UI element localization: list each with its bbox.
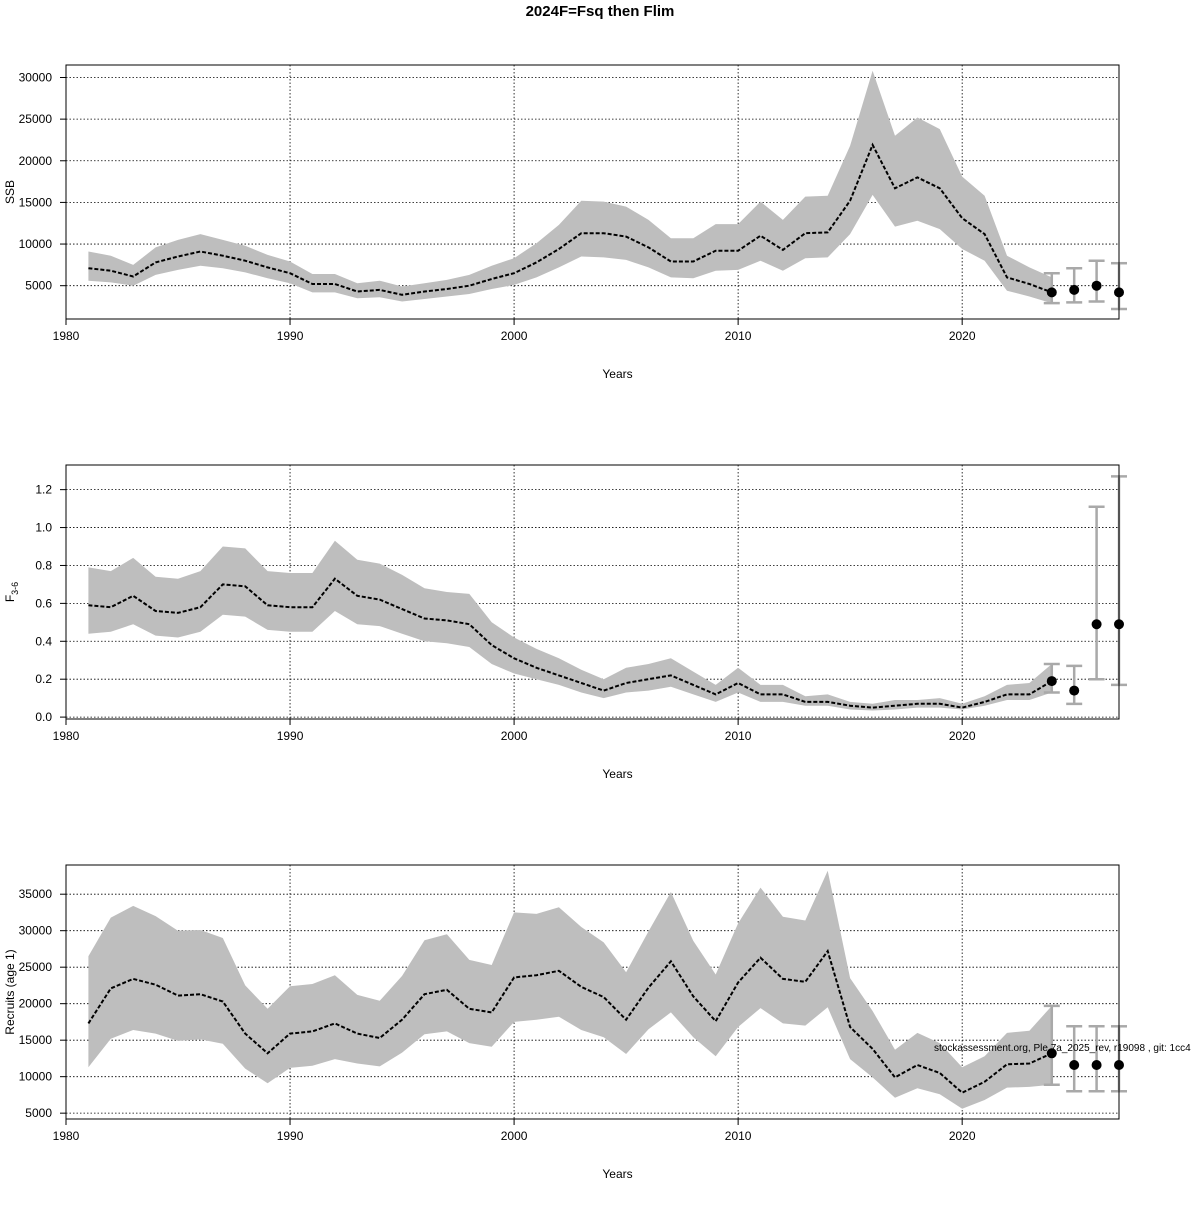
plot-frame [65,64,1120,320]
forecast-point [1046,287,1057,298]
y-tick-label: 35000 [19,887,53,901]
forecast-error-bar [1043,1004,1060,1086]
y-tick-label: 25000 [19,960,53,974]
y-tick-label: 0.0 [35,710,52,724]
x-tick-label: 2010 [725,729,752,743]
x-tick-label: 1990 [277,329,304,343]
forecast-point [1091,280,1102,291]
y-tick-label: 0.2 [35,672,52,686]
panel-1: 1980 1990 2000 2010 2020 5000 10000 15000 20000 2… [3,64,1127,381]
y-tick-label: 25000 [19,112,53,126]
estimate-line [87,948,1053,1094]
x-tick-label: 1990 [277,729,304,743]
y-tick-label: 15000 [19,195,53,209]
y-axis-label: F3-6 [3,582,20,602]
y-tick-label: 20000 [19,154,53,168]
panel-3: 1980 1990 2000 2010 2020 5000 10000 15000 20000 2… [3,864,1127,1181]
plot-frame [65,464,1120,720]
chart-title: 2024F=Fsq then Flim [526,3,675,20]
x-tick-label: 2010 [725,1129,752,1143]
y-tick-label: 20000 [19,997,53,1011]
estimate-line [88,577,1053,709]
y-tick-label: 15000 [19,1033,53,1047]
confidence-band [88,870,1052,1109]
y-tick-label: 1.2 [35,483,52,497]
x-tick-label: 2020 [949,729,976,743]
x-tick-label: 2000 [501,729,528,743]
y-tick-label: 10000 [19,1070,53,1084]
forecast-point [1069,284,1080,295]
x-tick-label: 2020 [949,1129,976,1143]
chart-panels: 1980 1990 2000 2010 2020 5000 10000 15000 20000 2… [3,64,1127,1181]
y-axis-label-subscript: 3-6 [10,582,20,595]
forecast-point [1091,619,1102,630]
forecast-point [1046,676,1057,687]
forecast-error-bar [1066,664,1083,706]
x-tick-label: 1990 [277,1129,304,1143]
x-tick-label: 1980 [53,729,80,743]
forecast-point [1069,1059,1080,1070]
forecast-point [1069,685,1080,696]
footer-note: stockassessment.org, Ple.7a_2025_rev, r1… [934,1043,1191,1054]
forecast-error-bar [1066,1025,1083,1093]
y-tick-label: 30000 [19,924,53,938]
y-tick-label: 5000 [25,1106,52,1120]
y-tick-label: 10000 [19,237,53,251]
confidence-band [88,70,1052,304]
confidence-band [88,540,1052,711]
x-tick-label: 2020 [949,329,976,343]
y-axis-label: Recruits (age 1) [3,949,17,1034]
x-tick-label: 2000 [501,329,528,343]
y-tick-label: 5000 [25,279,52,293]
y-axis-label: SSB [3,180,17,204]
y-tick-label: 0.6 [35,596,52,610]
forecast-error-bar [1088,1025,1105,1093]
x-tick-label: 1980 [53,1129,80,1143]
x-tick-label: 2000 [501,1129,528,1143]
y-tick-label: 1.0 [35,521,52,535]
x-axis-label: Years [602,767,632,781]
x-axis-label: Years [602,367,632,381]
y-tick-label: 0.8 [35,558,52,572]
y-tick-label: 30000 [19,70,53,84]
y-tick-label: 0.4 [35,634,52,648]
forecast-point [1046,1048,1057,1059]
x-tick-label: 1980 [53,329,80,343]
forecast-point [1091,1059,1102,1070]
estimate-line [88,142,1053,296]
x-tick-label: 2010 [725,329,752,343]
panel-2: 1980 1990 2000 2010 2020 0.0 0.2 0.4 0.6 0.8 1.0 1.… [3,464,1127,781]
plot-frame [65,864,1120,1120]
forecast-error-bar [1088,505,1105,681]
x-axis-label: Years [602,1167,632,1181]
